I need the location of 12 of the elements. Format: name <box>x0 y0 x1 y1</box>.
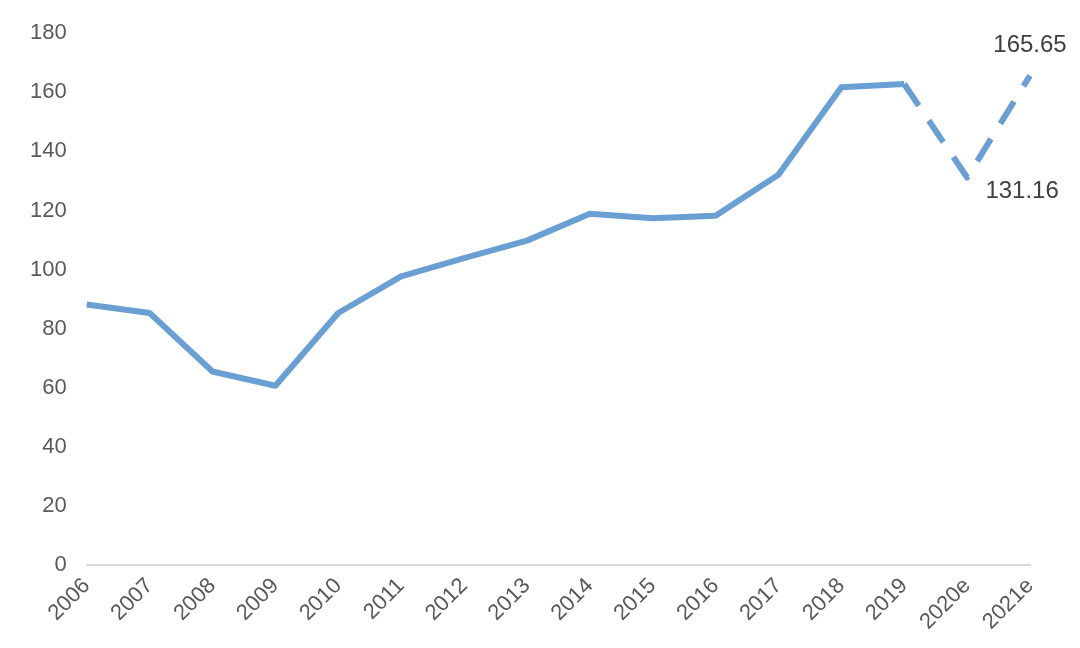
data-label: 165.65 <box>993 30 1067 58</box>
y-tick-label: 180 <box>29 19 67 45</box>
y-tick-label: 140 <box>29 137 67 163</box>
y-tick-label: 160 <box>29 78 67 104</box>
y-tick-label: 0 <box>54 551 67 577</box>
y-tick-label: 100 <box>29 255 67 281</box>
y-tick-label: 120 <box>29 196 67 222</box>
y-tick-label: 80 <box>42 314 67 340</box>
data-label: 131.16 <box>985 176 1059 204</box>
y-tick-label: 20 <box>42 492 67 518</box>
y-tick-label: 40 <box>42 432 67 458</box>
y-tick-label: 60 <box>42 373 67 399</box>
